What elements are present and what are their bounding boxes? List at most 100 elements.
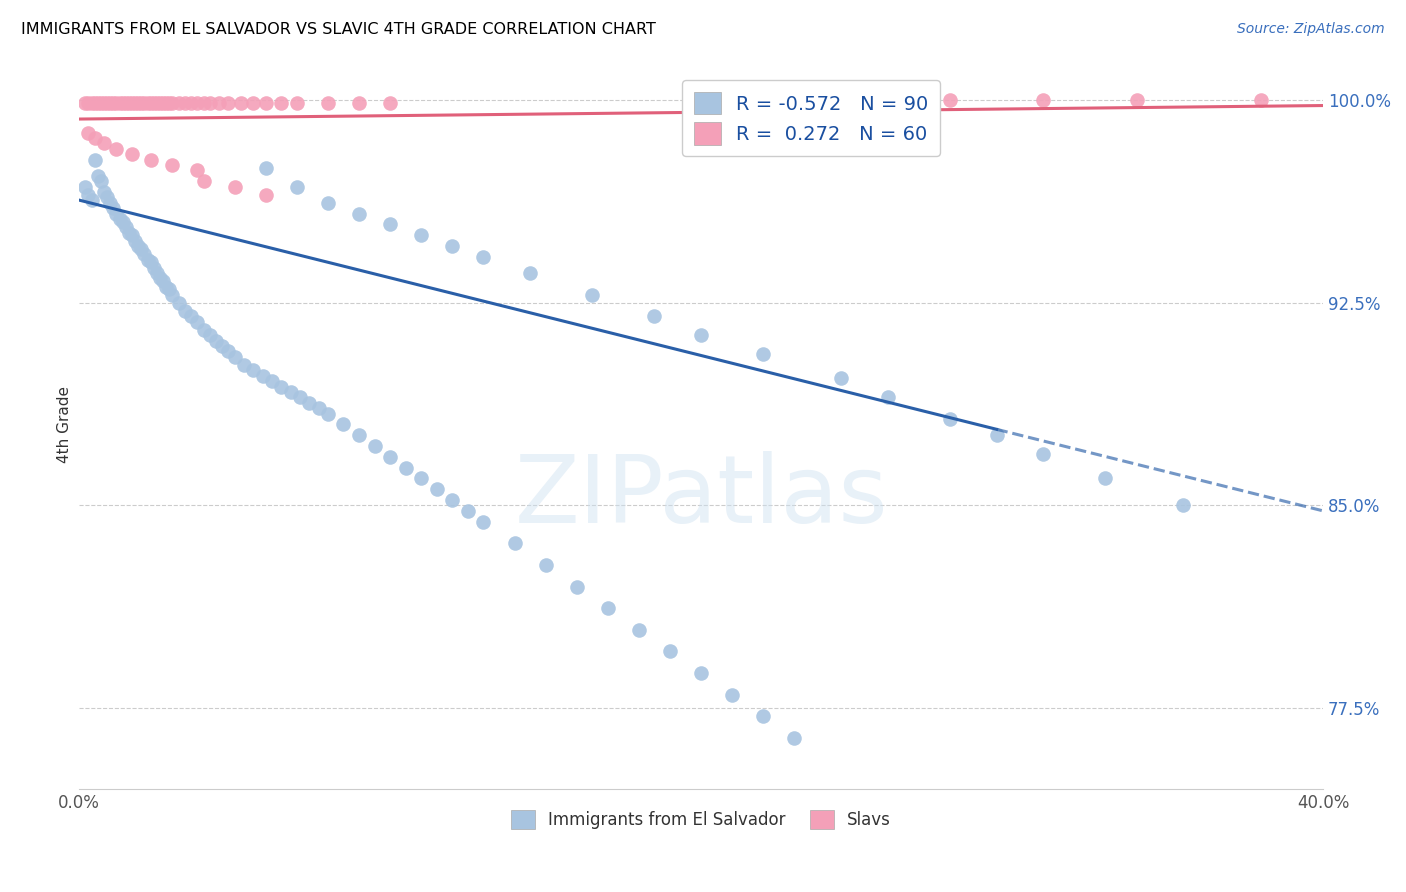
Point (155, 279, 177, 293)
Point (80, 193, 103, 207)
Point (472, 515, 495, 529)
Point (136, 95, 159, 110)
Point (108, 212, 131, 227)
Point (77, 187, 100, 202)
Point (441, 239, 464, 253)
Point (378, 450, 401, 464)
Point (152, 95, 174, 110)
Point (316, 95, 339, 110)
Point (217, 344, 239, 359)
Point (596, 601, 619, 615)
Point (105, 142, 128, 156)
Point (378, 218, 401, 232)
Point (1032, 93, 1054, 107)
Point (205, 334, 228, 348)
Point (167, 295, 190, 310)
Point (845, 93, 868, 107)
Point (1032, 447, 1054, 461)
Point (186, 95, 208, 110)
Point (186, 315, 208, 329)
Point (90, 95, 112, 110)
Point (131, 242, 153, 256)
Point (93, 185, 115, 199)
Point (298, 396, 321, 410)
Point (114, 220, 136, 235)
Point (139, 95, 162, 110)
Point (939, 412, 962, 426)
Point (149, 95, 172, 110)
Point (690, 328, 713, 343)
Point (193, 323, 215, 337)
Point (208, 95, 231, 110)
Point (1173, 499, 1195, 513)
Point (105, 95, 128, 110)
Point (441, 493, 464, 508)
Point (1094, 471, 1116, 485)
Point (77, 95, 100, 110)
Point (211, 339, 233, 353)
Legend: Immigrants from El Salvador, Slavs: Immigrants from El Salvador, Slavs (505, 803, 897, 836)
Point (162, 287, 184, 301)
Point (157, 282, 180, 296)
Point (659, 644, 682, 658)
Point (131, 95, 153, 110)
Point (378, 95, 401, 110)
Point (1250, 93, 1272, 107)
Point (77, 126, 100, 140)
Text: Source: ZipAtlas.com: Source: ZipAtlas.com (1237, 22, 1385, 37)
Point (180, 310, 202, 324)
Point (142, 260, 165, 275)
Point (519, 266, 541, 280)
Point (426, 483, 449, 497)
Point (118, 95, 141, 110)
Point (254, 95, 277, 110)
Point (162, 95, 184, 110)
Point (252, 368, 274, 383)
Point (155, 95, 177, 110)
Point (534, 558, 557, 572)
Point (121, 147, 143, 161)
Point (643, 310, 665, 324)
Point (142, 95, 165, 110)
Point (83, 95, 105, 110)
Point (103, 95, 125, 110)
Point (103, 201, 125, 215)
Point (308, 401, 330, 416)
Point (198, 95, 221, 110)
Point (690, 666, 713, 681)
Point (157, 95, 180, 110)
Point (224, 350, 246, 364)
Point (127, 239, 149, 253)
Point (503, 536, 526, 550)
Point (285, 179, 308, 194)
Point (167, 95, 190, 110)
Point (830, 371, 852, 385)
Point (118, 226, 141, 240)
Point (180, 95, 202, 110)
Point (152, 274, 174, 288)
Point (752, 709, 775, 723)
Point (1125, 93, 1147, 107)
Point (80, 95, 103, 110)
Point (173, 304, 195, 318)
Point (105, 206, 128, 220)
Point (217, 95, 239, 110)
Point (87, 95, 110, 110)
Point (124, 234, 146, 248)
Point (162, 158, 184, 172)
Point (124, 95, 146, 110)
Point (270, 379, 292, 393)
Point (876, 391, 898, 405)
Point (363, 439, 385, 453)
Point (395, 460, 418, 475)
Point (83, 153, 105, 167)
Point (193, 174, 215, 188)
Point (565, 580, 588, 594)
Point (254, 187, 277, 202)
Point (332, 417, 354, 432)
Point (90, 174, 112, 188)
Point (986, 428, 1008, 442)
Text: ZIPatlas: ZIPatlas (515, 451, 889, 543)
Point (93, 136, 115, 151)
Point (87, 169, 110, 183)
